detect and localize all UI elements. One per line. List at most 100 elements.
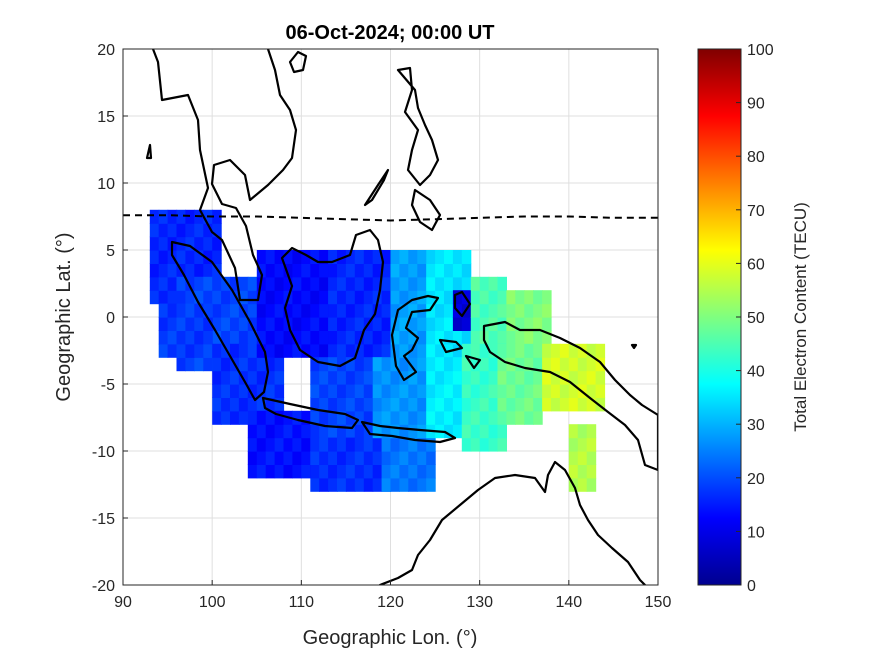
tec-cell — [372, 357, 383, 372]
tec-cell — [444, 384, 454, 398]
tec-cell — [515, 410, 525, 425]
tec-cell — [586, 451, 597, 465]
tec-cell — [319, 357, 329, 372]
tec-cell — [542, 290, 552, 305]
tec-cell — [328, 437, 338, 452]
tec-cell — [586, 370, 597, 385]
tec-cell — [390, 370, 400, 385]
tec-cell — [256, 370, 267, 385]
tec-cell — [283, 250, 293, 264]
tec-cell — [408, 250, 418, 264]
tec-cell — [310, 370, 320, 385]
colorbar-tick-label: 0 — [747, 578, 756, 595]
tec-cell — [586, 357, 597, 372]
tec-cell — [372, 477, 383, 492]
tec-cell — [319, 437, 329, 452]
tec-cell — [577, 357, 588, 372]
colorbar-tick-label: 90 — [747, 96, 765, 113]
tec-cell — [524, 343, 534, 358]
tec-cell — [479, 410, 490, 425]
tec-cell — [363, 250, 374, 264]
tec-cell — [292, 330, 302, 345]
tec-cell — [497, 424, 507, 439]
tec-cell — [559, 370, 570, 385]
tec-cell — [274, 464, 285, 479]
chart-title: 06-Oct-2024; 00:00 UT — [286, 22, 495, 44]
tec-cell — [595, 343, 606, 358]
tec-cell — [435, 263, 445, 278]
tec-cell — [381, 410, 392, 425]
tec-cell — [194, 250, 204, 264]
tec-cell — [372, 250, 383, 264]
tec-cell — [301, 437, 311, 452]
tec-cell — [328, 477, 338, 492]
magnetic-equator-line — [123, 214, 658, 222]
tec-cell — [488, 424, 499, 439]
tec-cell — [265, 464, 276, 479]
tec-cell — [506, 370, 516, 385]
tec-cell — [426, 250, 436, 264]
tec-cell — [533, 303, 543, 318]
tec-cell — [524, 290, 534, 305]
tec-cell — [283, 303, 293, 318]
tec-cell — [381, 437, 392, 452]
tec-cell — [533, 330, 543, 345]
tec-cell — [497, 370, 507, 385]
tec-cell — [479, 343, 490, 358]
tec-cell — [319, 343, 329, 358]
tec-cell — [417, 250, 427, 264]
tec-cell — [417, 330, 427, 345]
tec-cell — [176, 357, 186, 372]
tec-cell — [167, 209, 178, 224]
tec-cell — [310, 330, 320, 345]
tec-cell — [452, 370, 463, 385]
tec-cell — [230, 397, 240, 412]
tec-cell — [470, 410, 481, 425]
tec-cell — [488, 290, 499, 305]
tec-cell — [524, 357, 534, 372]
tec-cell — [426, 477, 436, 492]
tec-cell — [345, 330, 356, 345]
tec-cell — [230, 370, 240, 385]
tec-cell — [256, 263, 267, 278]
tec-cell — [238, 317, 249, 331]
tec-cell — [568, 437, 579, 452]
tec-cell — [337, 370, 347, 385]
tec-cell — [542, 317, 552, 331]
tec-cell — [506, 317, 516, 331]
tec-cell — [203, 343, 213, 358]
tec-cell — [417, 263, 427, 278]
tec-cell — [354, 250, 365, 264]
tec-cell — [292, 464, 302, 479]
tec-cell — [301, 464, 311, 479]
tec-cell — [319, 451, 329, 465]
tec-cell — [238, 290, 249, 305]
tec-cell — [595, 357, 606, 372]
tec-cell — [461, 437, 472, 452]
coastlines — [145, 49, 658, 585]
tec-cell — [470, 437, 481, 452]
tec-cell — [319, 410, 329, 425]
tec-cell — [497, 290, 507, 305]
tec-cell — [470, 397, 481, 412]
tec-cell — [185, 317, 195, 331]
tec-cell — [577, 451, 588, 465]
tec-cell — [363, 263, 374, 278]
tec-cell — [524, 370, 534, 385]
tec-cell — [310, 410, 320, 425]
tec-cell — [221, 357, 231, 372]
tec-cell — [345, 451, 356, 465]
tec-cell — [426, 263, 436, 278]
tec-cell — [381, 424, 392, 439]
tec-cell — [354, 384, 365, 398]
tec-cell — [417, 451, 427, 465]
tec-cell — [381, 357, 392, 372]
tec-cell — [417, 370, 427, 385]
tec-cell — [452, 290, 463, 305]
tec-cell — [381, 397, 392, 412]
tec-cell — [435, 276, 445, 291]
tec-cell — [212, 250, 222, 264]
tec-cell — [363, 410, 374, 425]
tec-cell — [568, 424, 579, 439]
tec-cell — [265, 410, 276, 425]
